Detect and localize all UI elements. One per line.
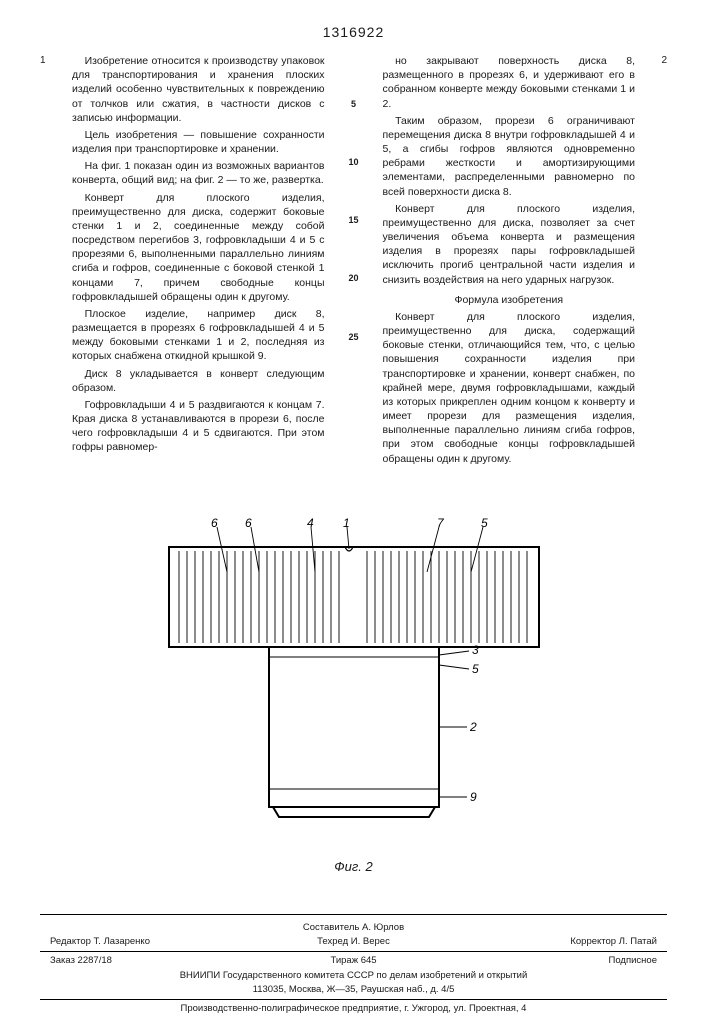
figure-svg: 6 6 4 1 7 5 3 5 2 9 [139,517,569,857]
line-marker: 20 [348,272,358,284]
para: Цель изобретения — повышение сохранности… [72,128,325,156]
para: Гофровкладыши 4 и 5 раздвигаются к конца… [72,398,325,455]
fig-label-2: 2 [469,720,477,734]
footer-order: Заказ 2287/18 [50,954,252,968]
fig-label-5: 5 [481,517,488,530]
patent-number: 1316922 [40,24,667,40]
page: 1316922 1 Изобретение относится к произв… [0,0,707,1026]
formula-heading: Формула изобретения [383,293,636,307]
text-columns: 1 Изобретение относится к производству у… [40,54,667,469]
col-marker-right: 2 [657,54,667,469]
line-marker: 10 [348,156,358,168]
footer-printer: Производственно-полиграфическое предприя… [40,999,667,1016]
para: Плоское изделие, например диск 8, размещ… [72,307,325,364]
footer-address: 113035, Москва, Ж—35, Раушская наб., д. … [40,983,667,997]
fig-label-7: 7 [437,517,445,530]
footer-tech: Техред И. Верес [252,935,454,949]
line-marker: 25 [348,331,358,343]
para: Диск 8 укладывается в конверт следующим … [72,367,325,395]
fig-label-6b: 6 [245,517,252,530]
fig-label-9: 9 [470,790,477,804]
fig-label-6: 6 [211,517,218,530]
footer: Составитель А. Юрлов Редактор Т. Лазарен… [40,914,667,1017]
para: На фиг. 1 показан один из возможных вари… [72,159,325,187]
footer-editor: Редактор Т. Лазаренко [50,935,252,949]
formula-text: Конверт для плоского изделия, преимущест… [383,310,636,466]
para: Конверт для плоского изделия, преимущест… [383,202,636,287]
footer-org: ВНИИПИ Государственного комитета СССР по… [40,969,667,983]
fig-label-3: 3 [472,643,479,657]
line-marker: 15 [348,214,358,226]
figure-2: 6 6 4 1 7 5 3 5 2 9 Ф [40,517,667,874]
figure-caption: Фиг. 2 [334,859,372,874]
line-number-gutter: 5 10 15 20 25 [347,54,361,469]
footer-tirazh: Тираж 645 [252,954,454,968]
col-marker-left: 1 [40,54,50,469]
fig-label-1: 1 [343,517,350,530]
footer-compiler: Составитель А. Юрлов [40,921,667,935]
fig-label-5b: 5 [472,662,479,676]
para: но закрывают поверхность диска 8, размещ… [383,54,636,111]
para: Изобретение относится к производству упа… [72,54,325,125]
footer-signed: Подписное [455,954,657,968]
left-column: Изобретение относится к производству упа… [72,54,325,469]
para: Конверт для плоского изделия, преимущест… [72,191,325,304]
right-column: но закрывают поверхность диска 8, размещ… [383,54,636,469]
fig-label-4: 4 [307,517,314,530]
footer-corrector: Корректор Л. Патай [455,935,657,949]
line-marker: 5 [351,98,356,110]
para: Таким образом, прорези 6 ограничивают пе… [383,114,636,199]
